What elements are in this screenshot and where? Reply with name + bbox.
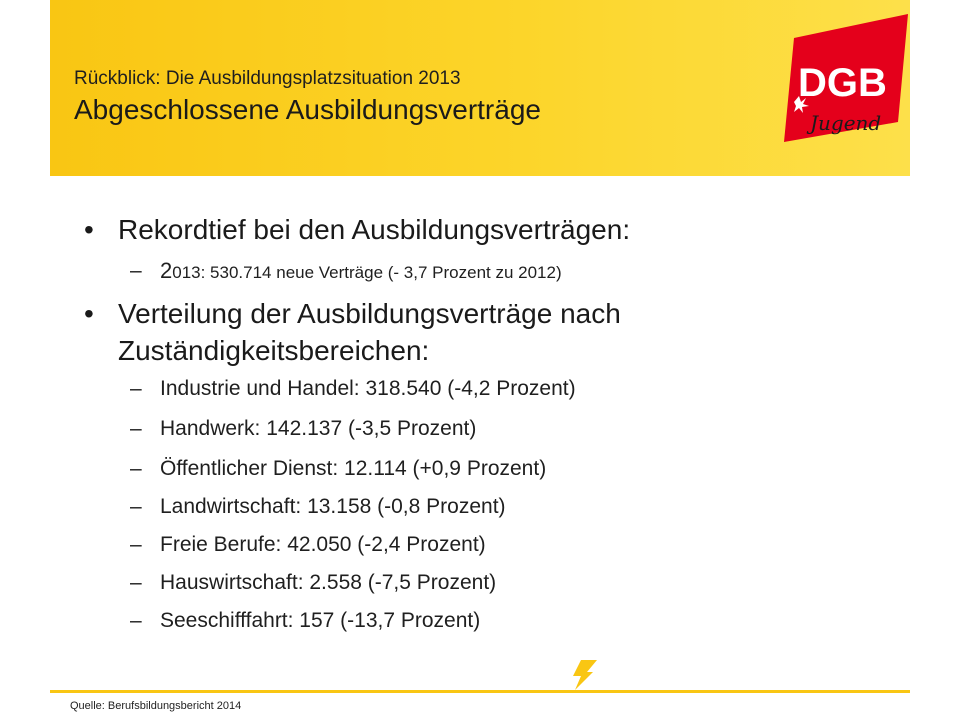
- dash-icon: –: [130, 457, 142, 480]
- slide-subtitle: Rückblick: Die Ausbildungsplatzsituation…: [74, 68, 461, 89]
- slide-title: Abgeschlossene Ausbildungsverträge: [74, 94, 541, 125]
- dgb-jugend-logo: DGB Jugend: [784, 14, 908, 142]
- dash-icon: –: [130, 377, 142, 400]
- bullet-text: Rekordtief bei den Ausbildungsverträgen:: [118, 214, 631, 245]
- list-item-text: Hauswirtschaft: 2.558 (-7,5 Prozent): [160, 571, 497, 594]
- logo-star-icon: [794, 96, 809, 113]
- dash-icon: –: [130, 609, 142, 632]
- list-item-text: Industrie und Handel: 318.540 (-4,2 Proz…: [160, 377, 576, 400]
- logo-subtext: Jugend: [806, 111, 881, 135]
- logo-flag-shape: [784, 14, 908, 142]
- sub-text-rest: 013: 530.714 neue Verträge (- 3,7 Prozen…: [172, 263, 562, 282]
- list-item-text: Öffentlicher Dienst: 12.114 (+0,9 Prozen…: [160, 457, 547, 480]
- source-note: Quelle: Berufsbildungsbericht 2014: [70, 700, 242, 712]
- bullet-text-line2: Zuständigkeitsbereichen:: [118, 335, 430, 366]
- dash-icon: –: [130, 259, 142, 282]
- logo-text: DGB: [798, 61, 887, 105]
- bullet-icon: •: [84, 214, 94, 245]
- lightning-bolt-icon: [573, 660, 597, 690]
- list-item-text: Landwirtschaft: 13.158 (-0,8 Prozent): [160, 495, 506, 518]
- list-item-text: Seeschifffahrt: 157 (-13,7 Prozent): [160, 609, 481, 632]
- bullet-icon: •: [84, 298, 94, 329]
- dash-icon: –: [130, 533, 142, 556]
- header-band: [50, 0, 910, 176]
- list-item-text: Handwerk: 142.137 (-3,5 Prozent): [160, 417, 477, 440]
- sub-text-first-digit: 2: [160, 258, 173, 283]
- dash-icon: –: [130, 571, 142, 594]
- list-item-text: Freie Berufe: 42.050 (-2,4 Prozent): [160, 533, 486, 556]
- dash-icon: –: [130, 417, 142, 440]
- footer-divider: [50, 690, 910, 693]
- bullet-text-line1: Verteilung der Ausbildungsverträge nach: [118, 298, 621, 329]
- dash-icon: –: [130, 495, 142, 518]
